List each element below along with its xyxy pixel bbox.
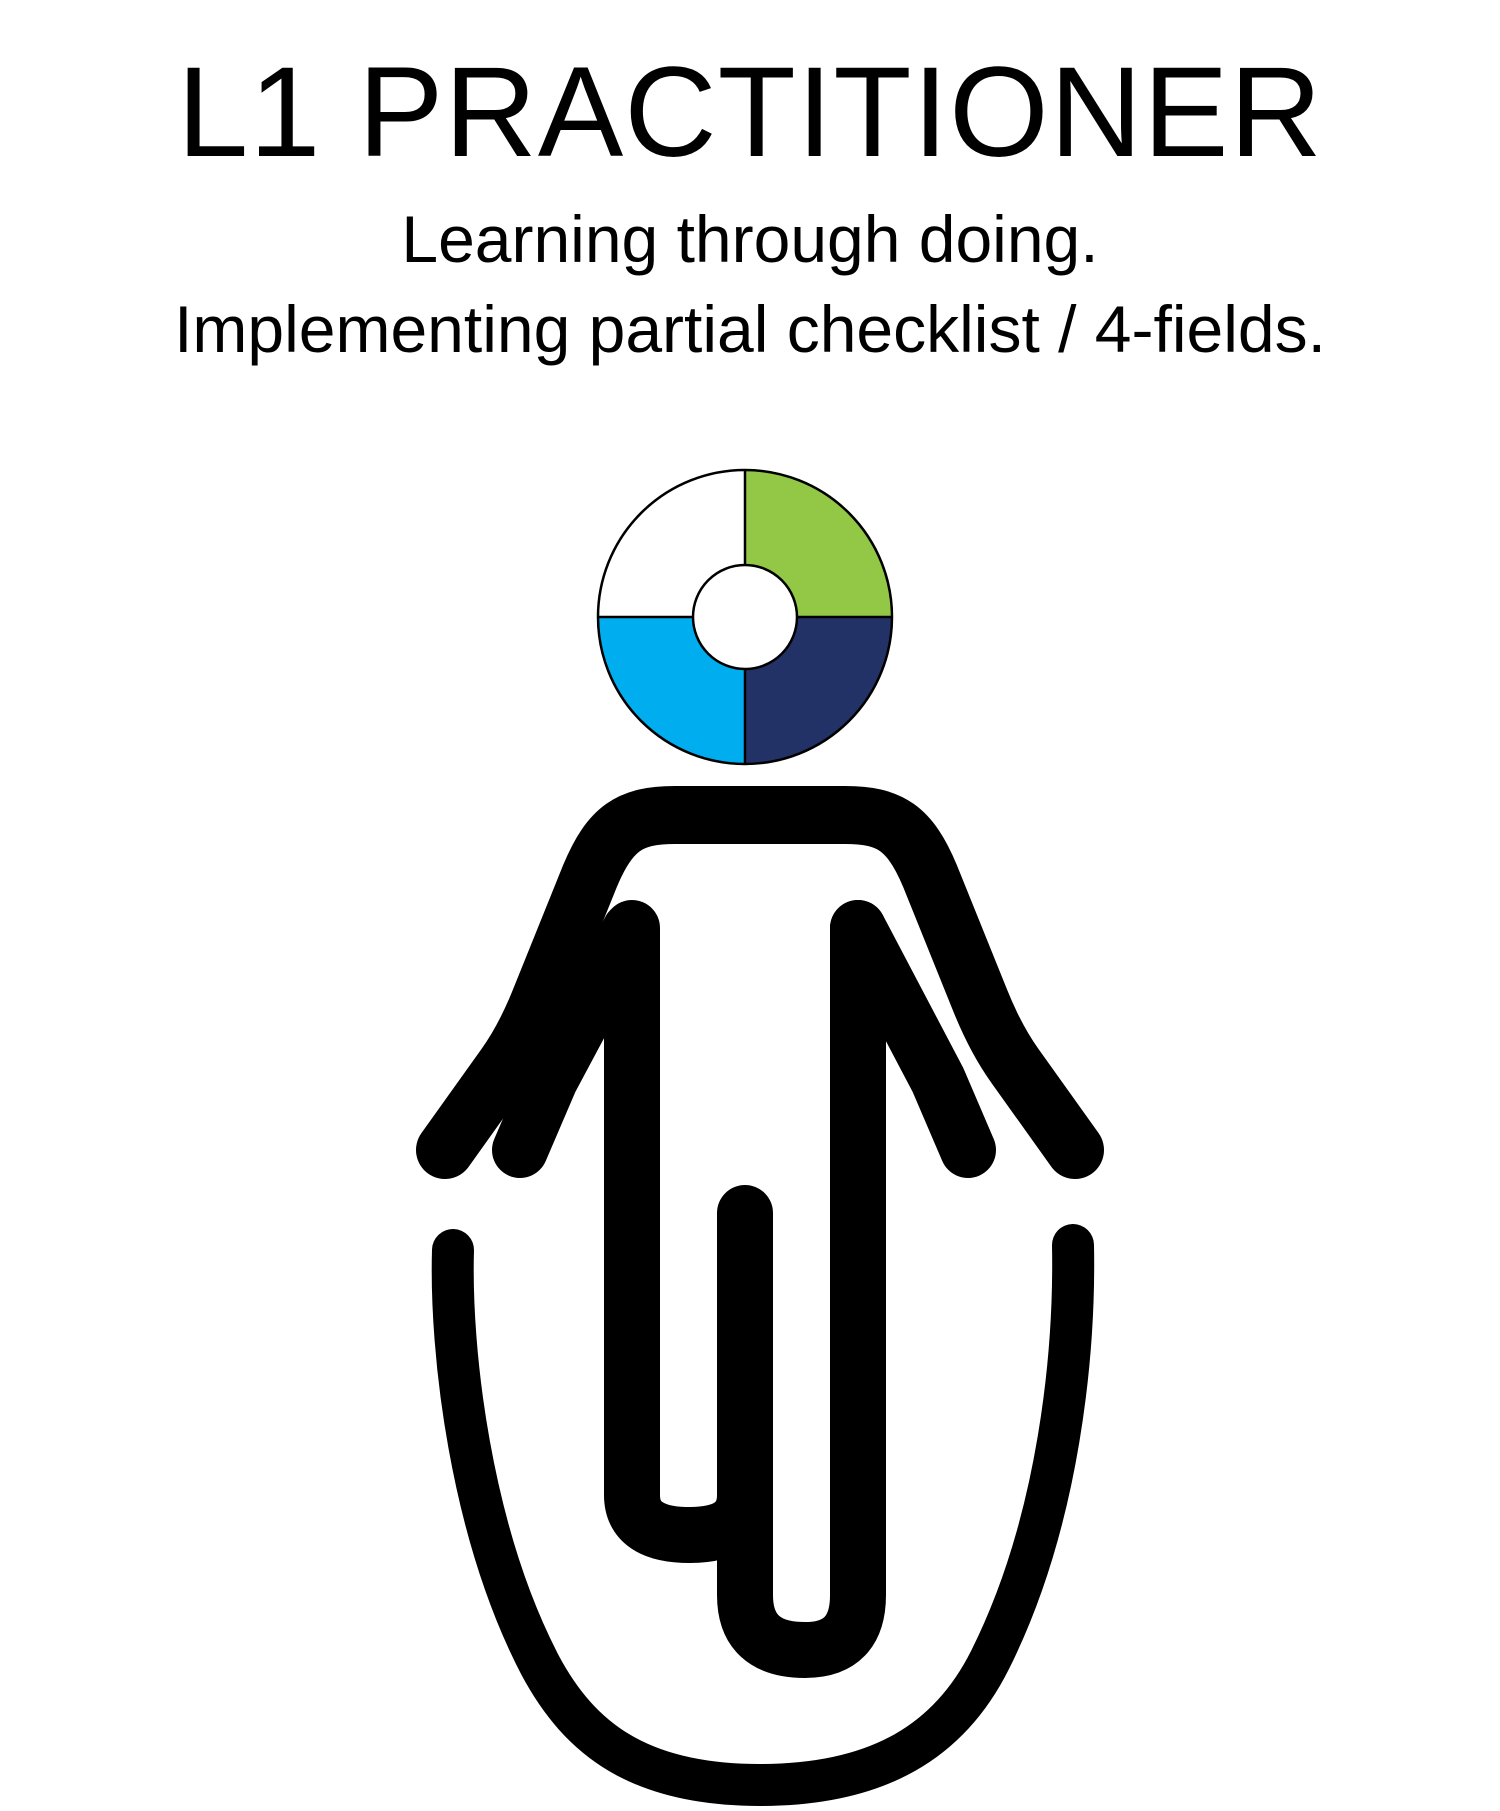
jump-rope [431, 1224, 1095, 1806]
subtitle-line-1: Learning through doing. [401, 202, 1099, 276]
quadrant-ring-icon [596, 468, 894, 766]
subtitle-line-2: Implementing partial checklist / 4-field… [174, 292, 1326, 366]
body-outline [416, 786, 1104, 1179]
person-jump-rope-icon [416, 786, 1104, 1806]
right-leg-inner [717, 900, 886, 1678]
left-leg [492, 902, 658, 1178]
page-title: L1 PRACTITIONER [177, 41, 1323, 184]
